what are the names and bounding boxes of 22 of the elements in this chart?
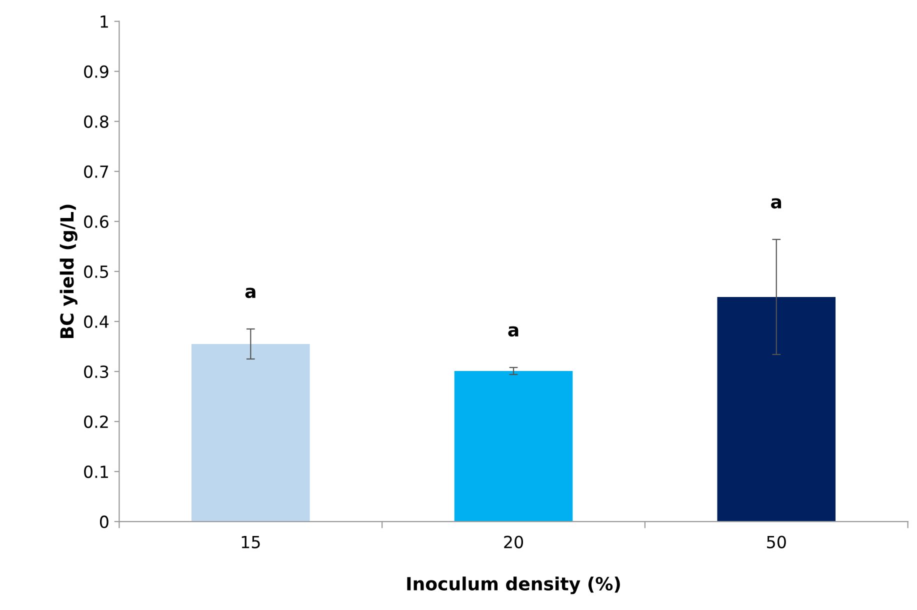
y-tick-label: 0 [100,516,108,528]
bar [192,344,310,522]
bar [454,370,573,522]
bar [717,296,836,522]
x-tick-label: 15 [242,536,260,548]
x-tick-label: 20 [504,536,524,548]
y-tick-label: 0.9 [84,65,108,78]
annotation: a [508,326,518,337]
y-tick-label: 0.5 [84,265,108,278]
annotation: a [771,198,782,209]
y-tick-label: 0.1 [84,465,108,478]
x-tick-label: 50 [767,536,786,548]
y-tick-label: 0.2 [84,415,108,428]
y-axis-title: BC yield (g/L) [60,204,78,338]
y-tick-label: 0.6 [84,215,108,228]
y-tick-label: 0.7 [84,165,108,178]
y-tick-label: 0.8 [84,115,108,128]
annotation: a [245,288,256,298]
x-axis-title: Inoculum density (%) [407,576,620,594]
y-tick-label: 0.3 [84,365,108,378]
y-tick-label: 1 [100,16,108,28]
y-tick-label: 0.4 [84,315,109,328]
